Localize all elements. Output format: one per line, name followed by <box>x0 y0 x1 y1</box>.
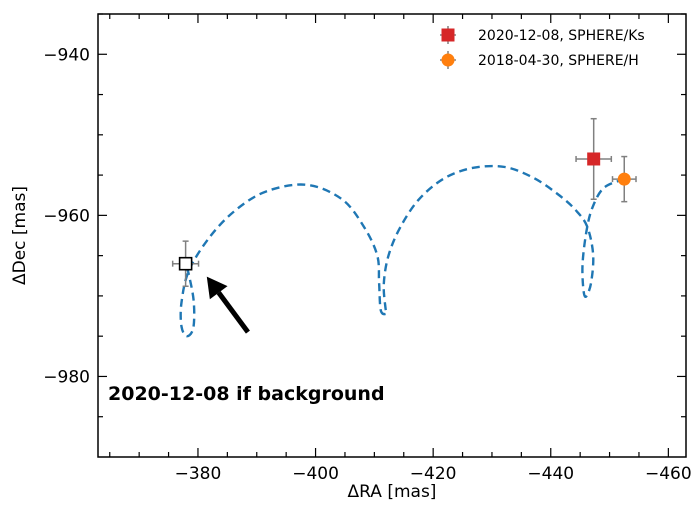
x-tick-label: −440 <box>527 464 574 484</box>
x-axis-label: ΔRA [mas] <box>348 482 437 502</box>
data-point-sphere-h <box>617 172 631 186</box>
x-tick-label: −420 <box>410 464 457 484</box>
data-point-sphere-ks <box>587 152 601 166</box>
y-tick-label: −940 <box>43 45 90 65</box>
annotation-text: 2020-12-08 if background <box>108 383 385 405</box>
x-tick-label: −460 <box>645 464 691 484</box>
legend-marker <box>441 53 455 67</box>
background-track-line <box>179 164 625 338</box>
data-point-if-background <box>178 256 193 271</box>
labels-layer: −380 −400 −420 −440 −460 −940 −960 −980 ΔRA [mas… <box>10 45 691 502</box>
legend-label: 2018-04-30, SPHERE/H <box>478 53 639 69</box>
y-axis-label: ΔDec [mas] <box>10 186 30 285</box>
points-layer <box>171 117 637 287</box>
x-tick-label: −400 <box>292 464 339 484</box>
annotation-layer: 2020-12-08 if background <box>108 276 385 405</box>
y-tick-label: −960 <box>43 206 90 226</box>
legend-marker <box>441 28 455 42</box>
track-layer <box>179 164 625 338</box>
x-tick-label: −380 <box>175 464 222 484</box>
annotation-arrow-shaft <box>216 291 250 334</box>
annotation-arrow-head <box>206 276 228 300</box>
plot-frame <box>97 13 687 458</box>
legend: 2020-12-08, SPHERE/Ks 2018-04-30, SPHERE/… <box>440 26 645 69</box>
legend-label: 2020-12-08, SPHERE/Ks <box>478 28 645 44</box>
y-tick-label: −980 <box>43 367 90 387</box>
